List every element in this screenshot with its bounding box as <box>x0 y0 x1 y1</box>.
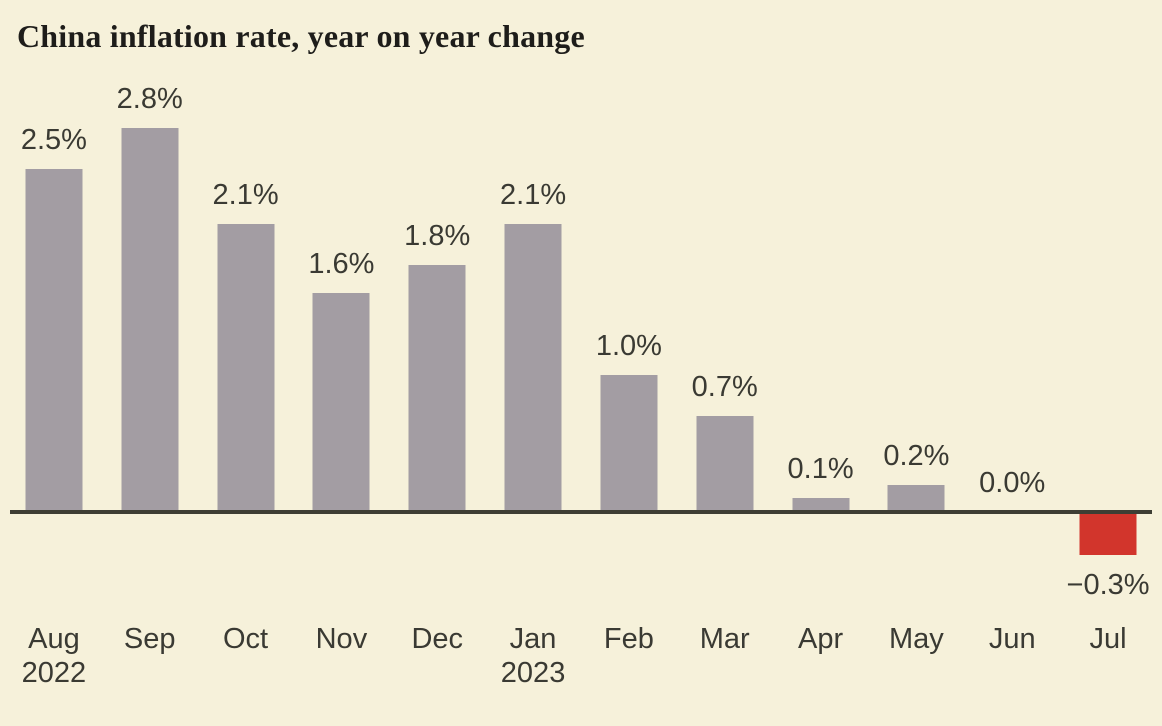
bar-group-may: 0.2% May <box>869 0 965 726</box>
data-label-nov: 1.6% <box>308 248 375 280</box>
bar-oct <box>217 224 275 512</box>
data-label-feb: 1.0% <box>595 330 662 362</box>
data-label-jun: 0.0% <box>979 467 1046 499</box>
bar-group-oct: 2.1% Oct <box>198 0 294 726</box>
data-label-dec: 1.8% <box>404 220 471 252</box>
x-tick-feb: Feb <box>603 623 654 655</box>
x-tick-year: 2022 <box>21 657 87 689</box>
x-tick-year: 2023 <box>500 657 566 689</box>
x-tick-nov: Nov <box>315 623 368 655</box>
x-tick-apr: Apr <box>797 623 844 655</box>
bar-chart-plot-area: 2.5% Aug 2022 2.8% Sep 2.1% Oct 1.6% Nov 1.8% Dec 2… <box>6 0 1156 726</box>
data-label-jul: −0.3% <box>1066 569 1150 601</box>
data-label-jan: 2.1% <box>500 179 567 211</box>
data-label-aug: 2.5% <box>20 124 87 156</box>
bar-apr <box>792 498 850 512</box>
bar-group-mar: 0.7% Mar <box>677 0 773 726</box>
chart-title: China inflation rate, year on year chang… <box>17 18 585 54</box>
bar-group-jul: −0.3% Jul <box>1060 0 1156 726</box>
bar-group-nov: 1.6% Nov <box>294 0 390 726</box>
bar-group-aug: 2.5% Aug 2022 <box>6 0 102 726</box>
bar-group-sep: 2.8% Sep <box>102 0 198 726</box>
data-label-mar: 0.7% <box>691 371 758 403</box>
data-label-sep: 2.8% <box>116 83 183 115</box>
bar-group-jan: 2.1% Jan 2023 <box>485 0 581 726</box>
data-label-oct: 2.1% <box>212 179 279 211</box>
x-tick-jun: Jun <box>988 623 1036 655</box>
bar-may <box>887 485 945 512</box>
bar-feb <box>600 375 658 512</box>
bar-group-jun: 0.0% Jun <box>964 0 1060 726</box>
x-tick-may: May <box>889 623 944 655</box>
x-tick-aug: Aug 2022 <box>21 623 87 689</box>
bar-jan <box>504 224 562 512</box>
data-label-apr: 0.1% <box>787 453 854 485</box>
x-tick-jul: Jul <box>1089 623 1127 655</box>
bar-sep <box>121 128 179 512</box>
x-tick-mar: Mar <box>699 623 750 655</box>
x-tick-jan: Jan 2023 <box>500 623 566 689</box>
x-tick-dec: Dec <box>411 623 464 655</box>
x-tick-sep: Sep <box>123 623 176 655</box>
x-tick-oct: Oct <box>223 623 269 655</box>
negative-bar-jul <box>1079 514 1137 555</box>
bar-group-apr: 0.1% Apr <box>773 0 869 726</box>
data-label-may: 0.2% <box>883 440 950 472</box>
bar-group-feb: 1.0% Feb <box>581 0 677 726</box>
bar-mar <box>696 416 754 512</box>
bar-aug <box>25 169 83 512</box>
bar-group-dec: 1.8% Dec <box>389 0 485 726</box>
x-axis-baseline <box>10 510 1152 514</box>
bar-dec <box>408 265 466 512</box>
bar-nov <box>312 293 370 512</box>
